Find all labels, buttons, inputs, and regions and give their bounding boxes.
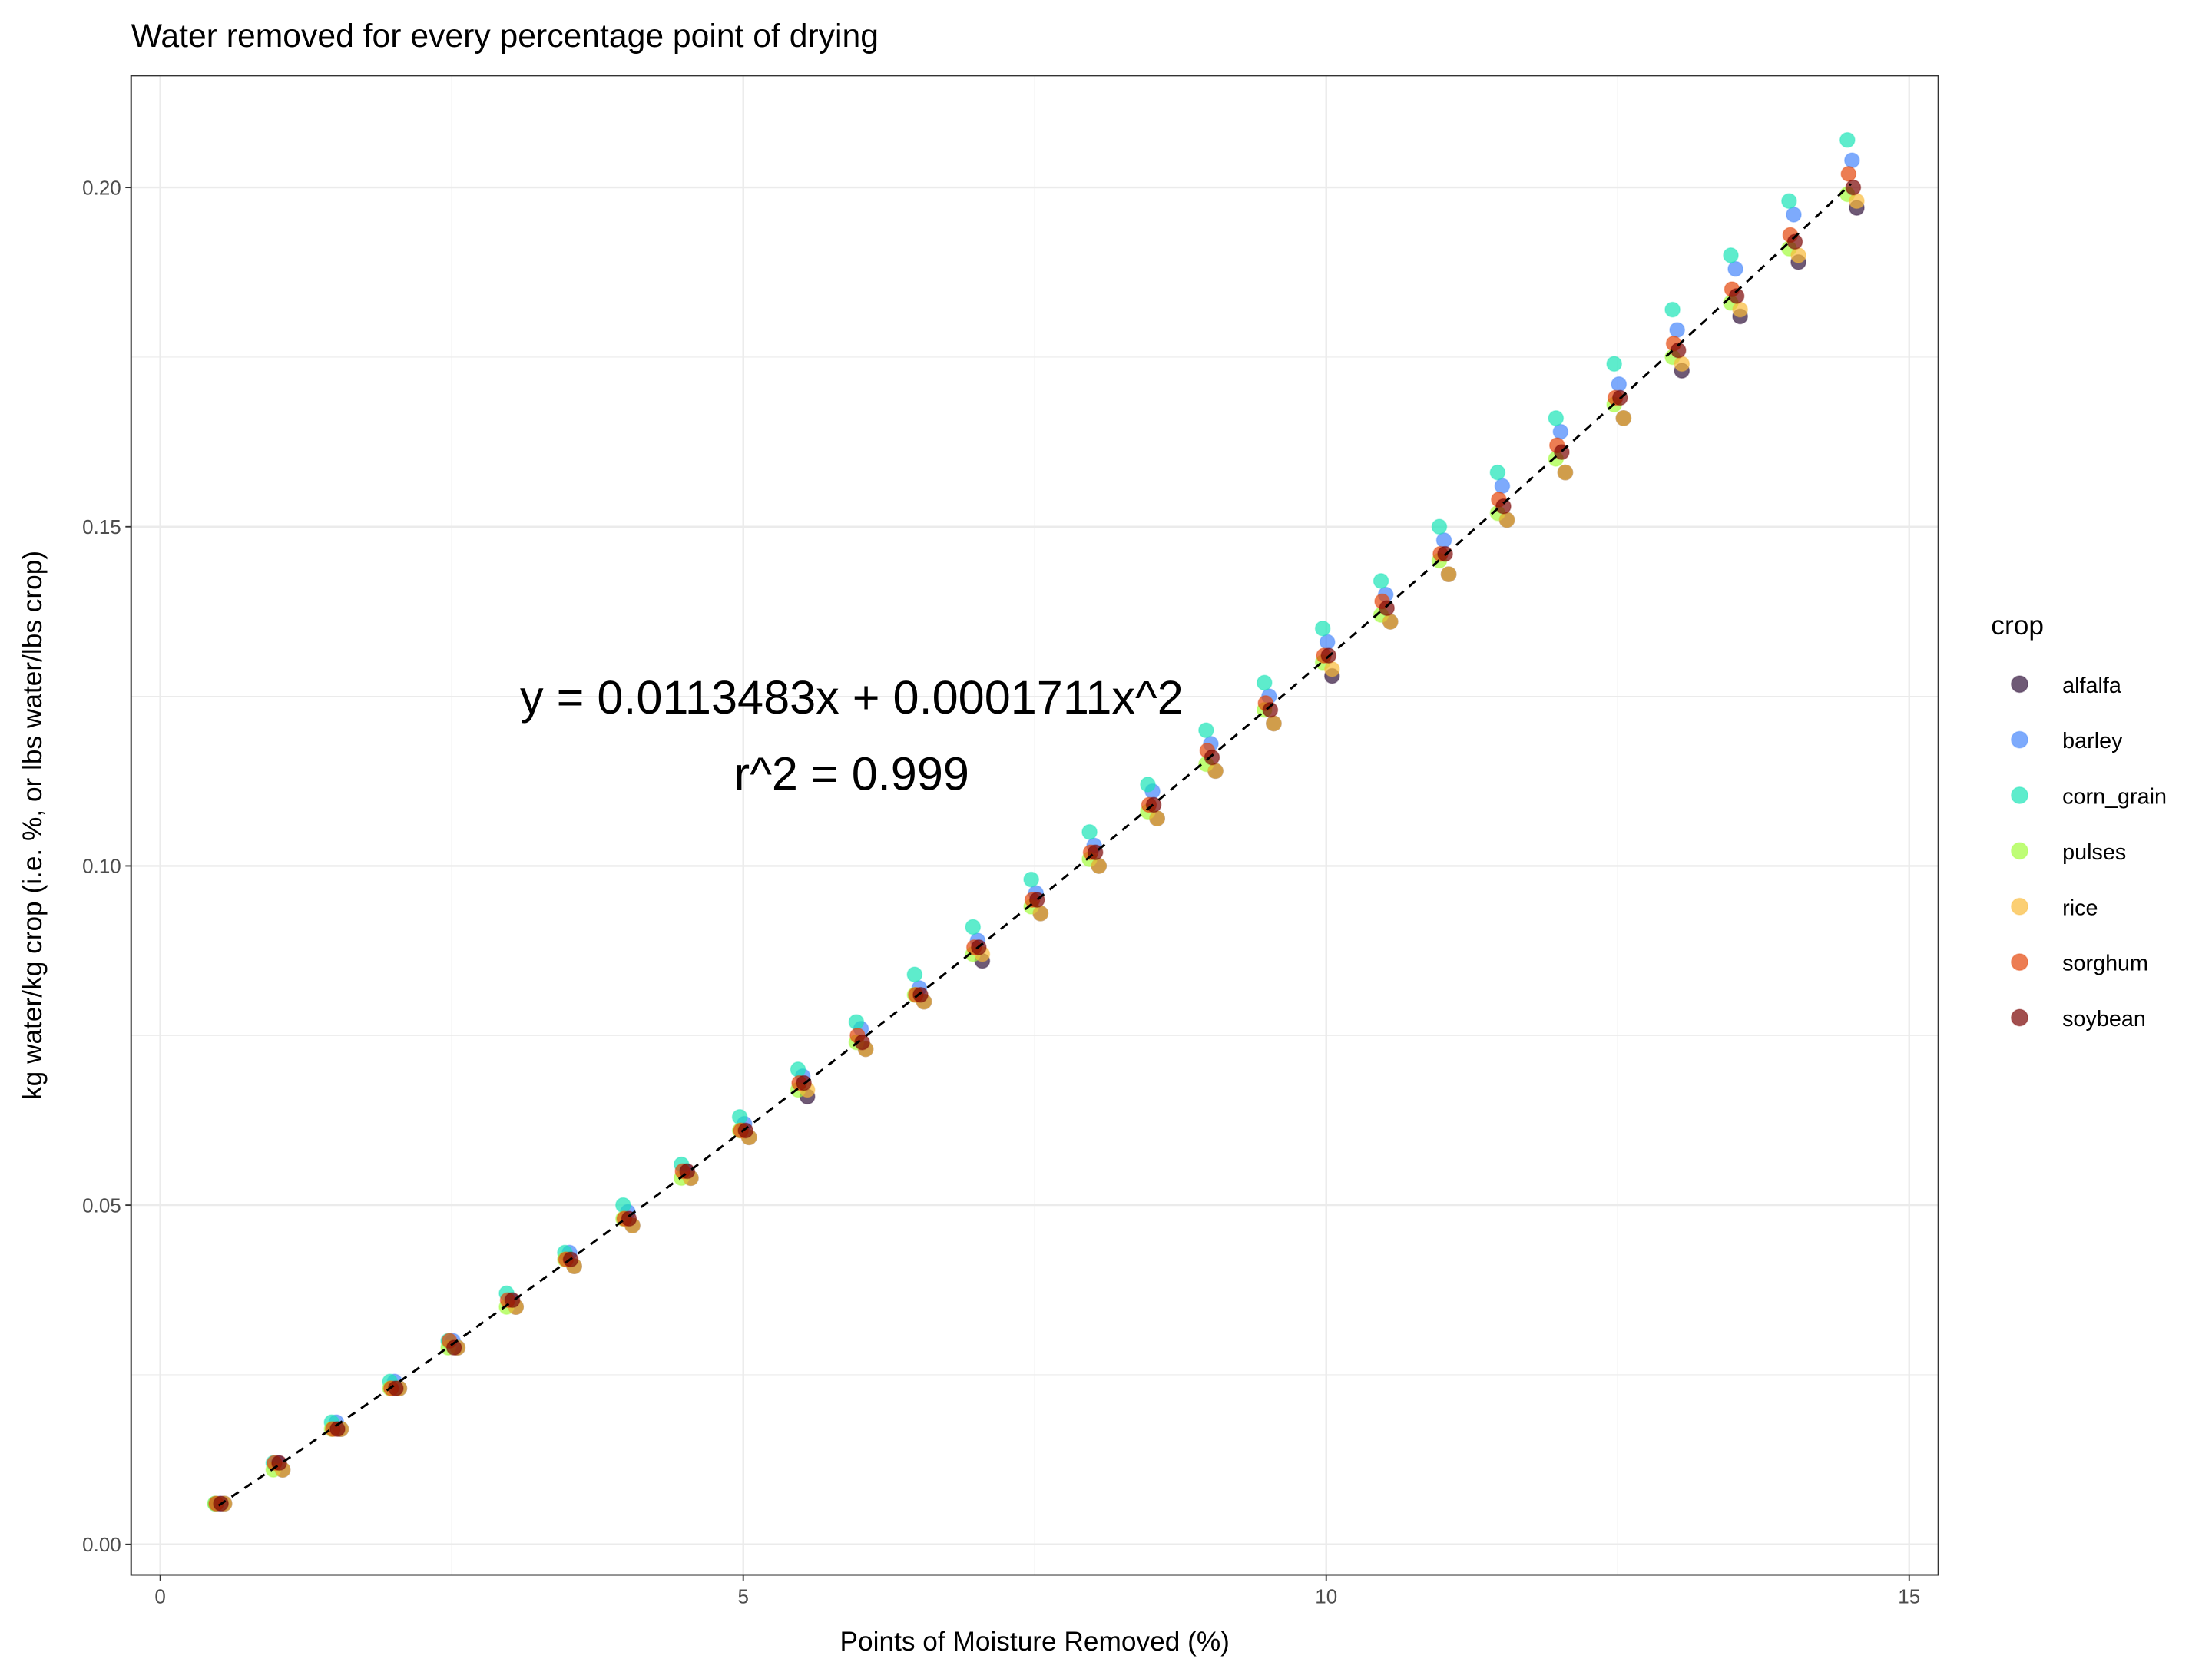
data-point-corn_grain <box>1081 823 1098 840</box>
data-point-rice <box>1323 661 1340 677</box>
data-point-soybean <box>1845 179 1862 196</box>
data-point-soybean <box>912 986 929 1003</box>
data-point-soybean <box>329 1421 346 1437</box>
equation-annotation: y = 0.0113483x + 0.0001711x^2 <box>520 671 1184 724</box>
x-tick-label: 10 <box>1315 1585 1337 1608</box>
data-point-soybean <box>1495 498 1512 515</box>
legend-key-sorghum <box>2010 953 2028 972</box>
data-point-corn_grain <box>1664 301 1681 318</box>
data-point-corn_grain <box>1548 410 1565 426</box>
legend-key-rice <box>2010 897 2028 916</box>
legend-label-rice: rice <box>2062 896 2098 920</box>
data-point-corn_grain <box>848 1014 865 1030</box>
legend-key-pulses <box>2010 842 2028 860</box>
plot-panel-border <box>130 75 1939 1576</box>
data-point-barley <box>1843 152 1860 169</box>
fit-line <box>217 183 1852 1507</box>
data-point-corn_grain <box>790 1061 806 1078</box>
x-tick-label: 0 <box>154 1585 165 1608</box>
legend-key-soybean <box>2010 1008 2028 1027</box>
data-point-corn_grain <box>1023 871 1040 888</box>
data-point-soybean <box>1670 342 1687 359</box>
y-axis-title: kg water/kg crop (i.e. %, or lbs water/l… <box>18 551 48 1100</box>
data-point-barley <box>1611 376 1628 392</box>
legend-label-alfalfa: alfalfa <box>2062 674 2121 698</box>
data-point-corn_grain <box>1723 247 1739 263</box>
data-point-rice <box>1440 566 1457 582</box>
data-point-barley <box>1669 322 1686 338</box>
y-tick-label: 0.05 <box>82 1194 121 1217</box>
data-point-barley <box>1786 207 1802 223</box>
data-point-corn_grain <box>906 966 923 983</box>
data-point-corn_grain <box>1140 777 1156 793</box>
data-point-corn_grain <box>1839 131 1856 148</box>
x-tick-label: 15 <box>1898 1585 1920 1608</box>
data-point-rice <box>1498 512 1515 528</box>
legend-label-corn_grain: corn_grain <box>2062 785 2167 810</box>
legend-label-soybean: soybean <box>2062 1007 2146 1031</box>
data-point-corn_grain <box>614 1197 631 1214</box>
data-point-corn_grain <box>1373 573 1389 589</box>
data-point-corn_grain <box>1314 620 1331 637</box>
data-point-rice <box>1149 810 1166 826</box>
legend-key-alfalfa <box>2010 675 2028 694</box>
data-point-barley <box>1552 423 1569 440</box>
data-point-rice <box>1032 905 1049 922</box>
data-point-rice <box>1207 763 1224 780</box>
data-point-soybean <box>1728 288 1745 304</box>
x-axis-title: Points of Moisture Removed (%) <box>840 1627 1230 1657</box>
data-point-rice <box>1790 247 1806 263</box>
data-point-soybean <box>1262 701 1279 718</box>
data-point-corn_grain <box>731 1108 748 1125</box>
legend-label-sorghum: sorghum <box>2062 952 2148 976</box>
data-point-corn_grain <box>965 919 982 935</box>
data-point-soybean <box>445 1339 462 1356</box>
data-point-sorghum <box>1840 166 1857 182</box>
legend-key-corn_grain <box>2010 786 2028 804</box>
y-axis: 0.00 0.05 0.10 0.15 0.20 <box>82 176 131 1556</box>
data-point-rice <box>1557 464 1574 481</box>
data-point-barley <box>1435 532 1452 548</box>
data-point-soybean <box>1786 233 1803 250</box>
chart-title: Water removed for every percentage point… <box>131 18 879 55</box>
data-point-rice <box>1266 715 1282 732</box>
data-point-soybean <box>621 1210 637 1227</box>
data-point-rice <box>1615 410 1632 426</box>
data-point-barley <box>1319 634 1336 651</box>
data-point-barley <box>1494 478 1511 495</box>
data-point-soybean <box>854 1034 870 1051</box>
data-point-rice <box>1382 614 1399 630</box>
y-tick-label: 0.10 <box>82 855 121 878</box>
data-point-corn_grain <box>1606 356 1623 373</box>
y-tick-label: 0.20 <box>82 176 121 199</box>
y-tick-label: 0.00 <box>82 1533 121 1556</box>
data-point-rice <box>1849 193 1865 210</box>
y-tick-label: 0.15 <box>82 515 121 538</box>
data-point-corn_grain <box>1197 722 1214 739</box>
data-point-rice <box>1732 301 1749 318</box>
data-point-corn_grain <box>1256 674 1273 691</box>
legend-title: crop <box>1991 611 2044 641</box>
gridlines <box>131 75 1939 1575</box>
legend-label-pulses: pulses <box>2062 840 2126 865</box>
data-point-soybean <box>1379 600 1396 617</box>
data-point-rice <box>1674 356 1690 373</box>
data-point-barley <box>1727 260 1743 277</box>
data-point-soybean <box>1204 749 1220 766</box>
data-point-corn_grain <box>1781 193 1797 210</box>
x-tick-label: 5 <box>737 1585 748 1608</box>
data-point-corn_grain <box>1489 464 1506 481</box>
legend-label-barley: barley <box>2062 729 2123 753</box>
data-point-soybean <box>737 1122 754 1139</box>
data-point-corn_grain <box>1431 518 1448 535</box>
x-axis: 0 5 10 15 <box>154 1575 1920 1608</box>
data-point-rice <box>1091 858 1108 874</box>
legend-key-barley <box>2010 730 2028 749</box>
r-squared-annotation: r^2 = 0.999 <box>734 748 969 800</box>
